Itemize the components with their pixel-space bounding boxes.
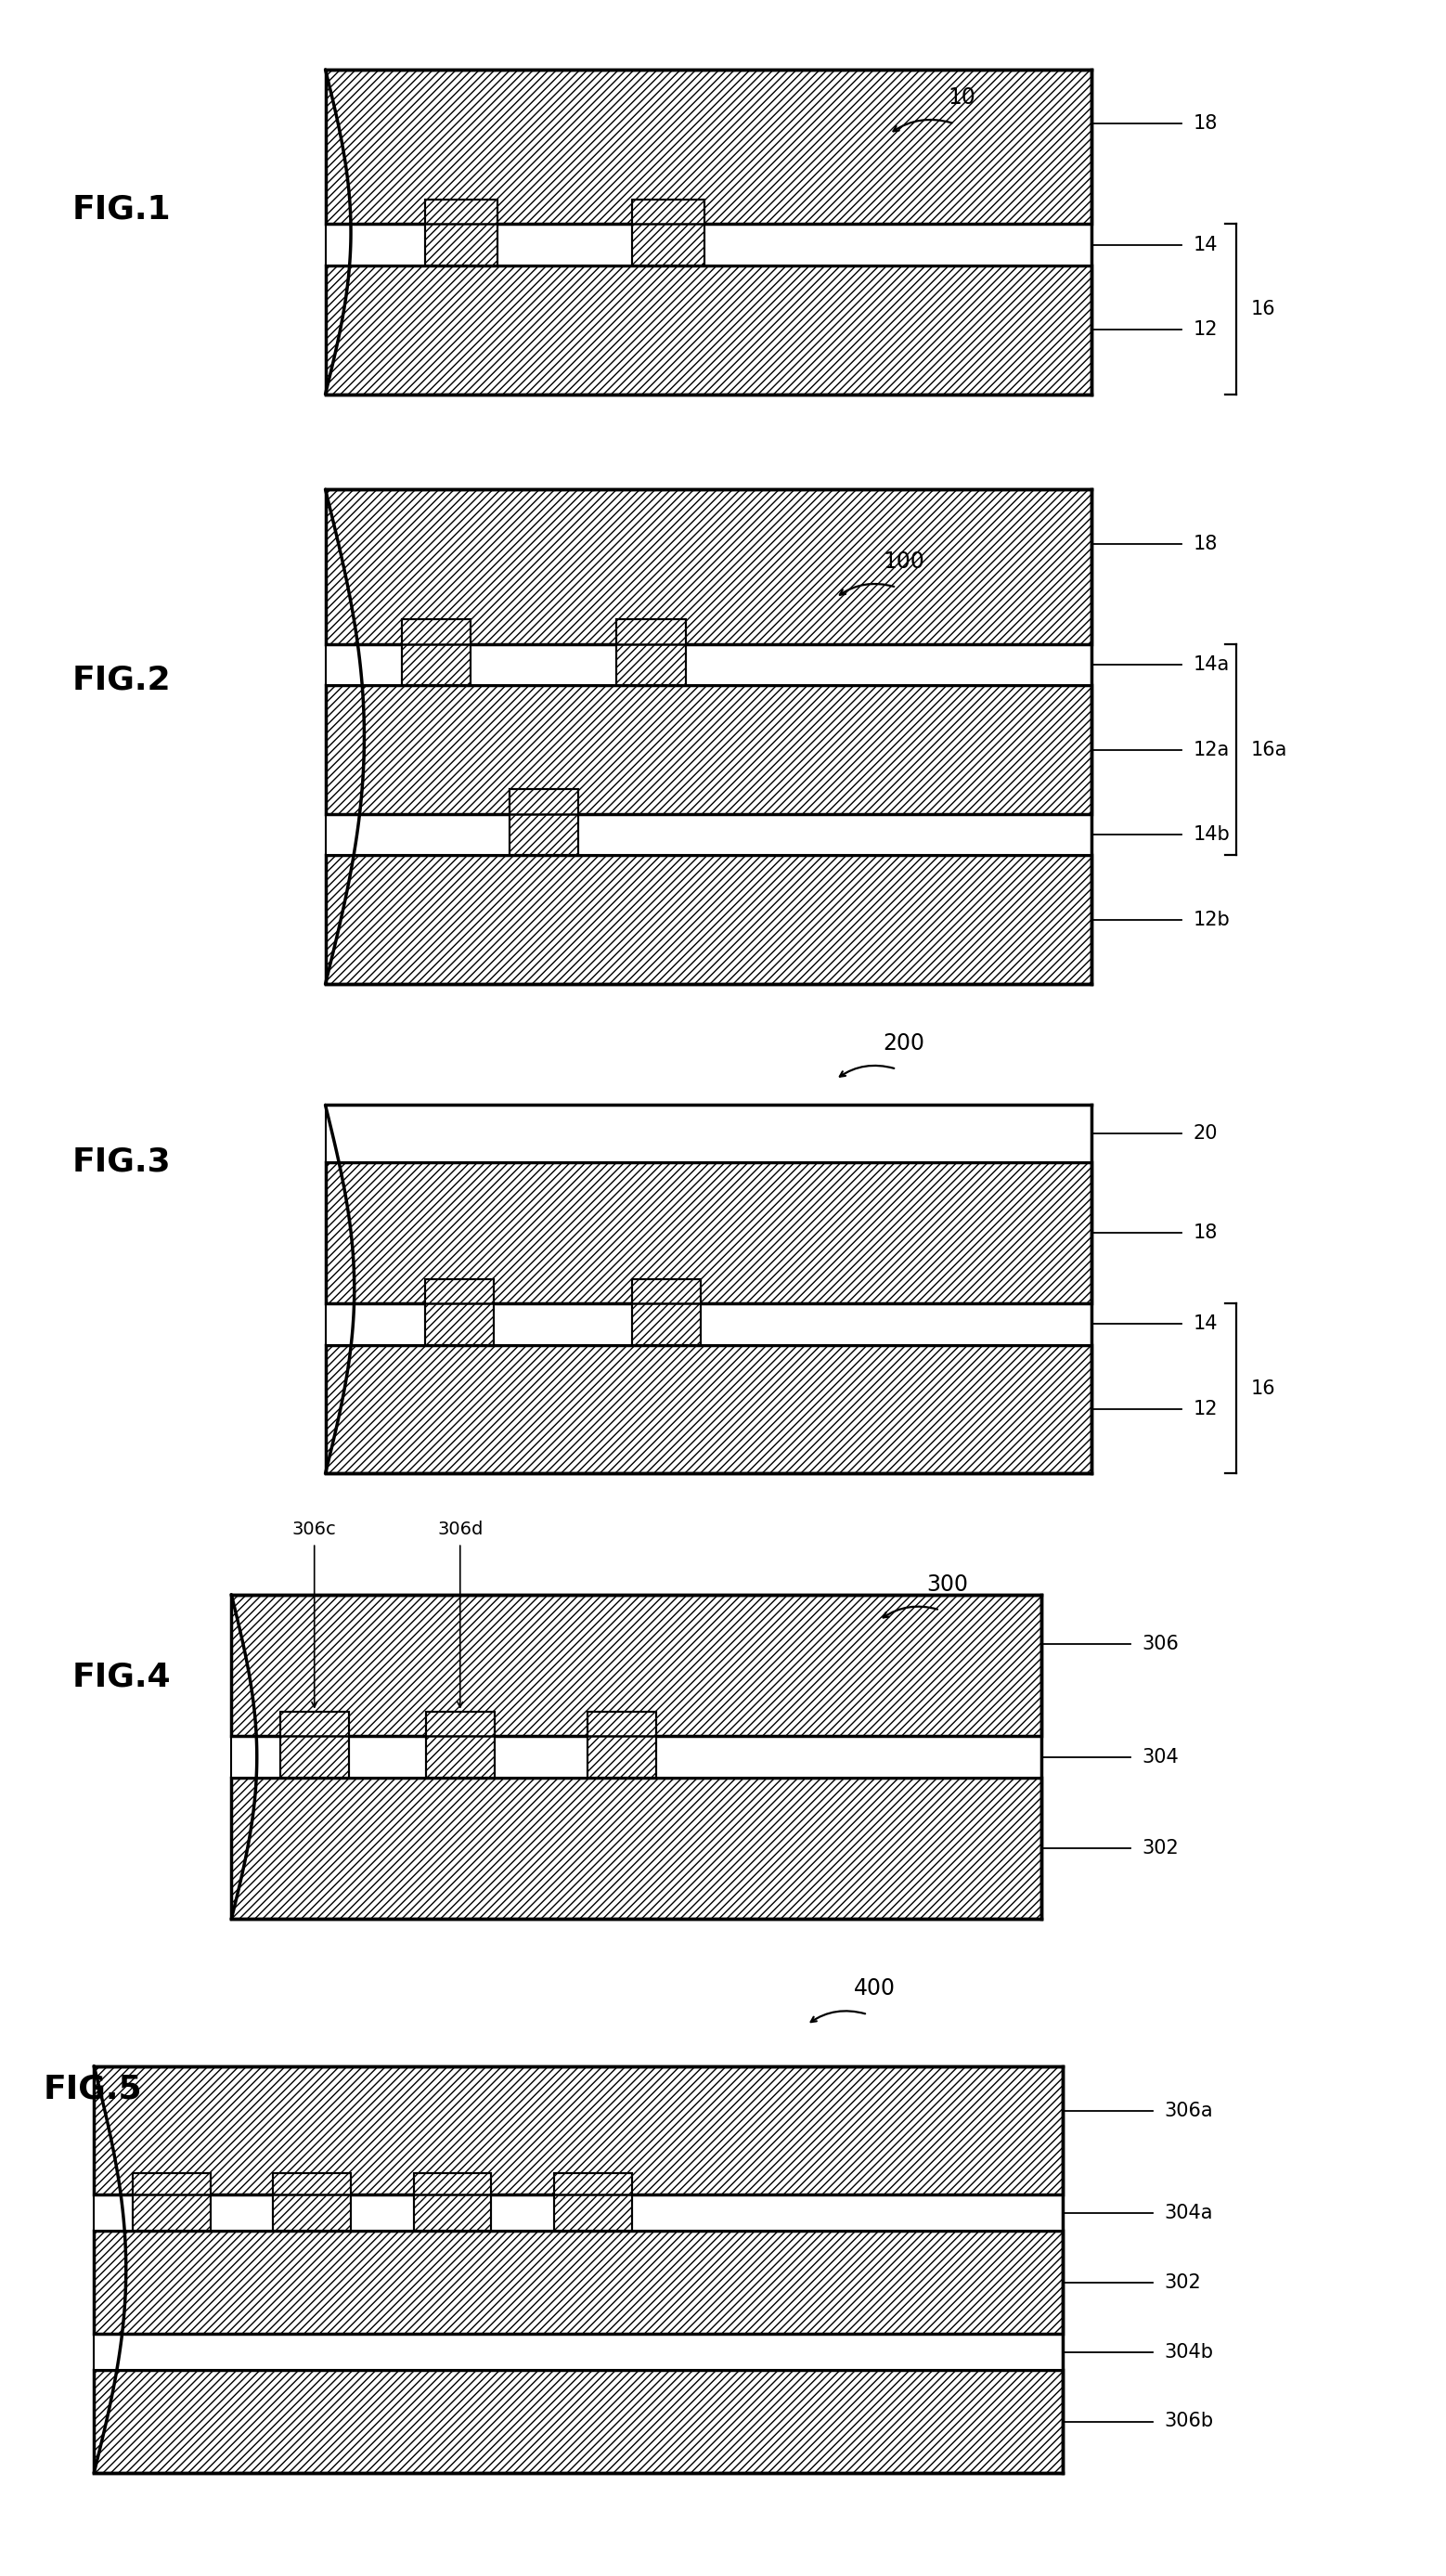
Bar — [273, 2174, 351, 2231]
Bar — [325, 855, 1092, 984]
Bar — [414, 2174, 492, 2231]
Text: 12a: 12a — [1193, 739, 1229, 760]
Bar — [402, 618, 471, 685]
Bar — [616, 618, 685, 685]
Bar — [554, 2174, 632, 2231]
Text: 18: 18 — [1193, 1224, 1218, 1242]
Text: 12b: 12b — [1193, 909, 1231, 930]
Bar — [94, 2334, 1063, 2370]
Text: 306: 306 — [1142, 1636, 1180, 1654]
Text: 306c: 306c — [292, 1520, 337, 1538]
Bar — [425, 1710, 495, 1777]
Bar — [231, 1736, 1041, 1777]
Bar — [425, 1278, 495, 1345]
Text: 300: 300 — [927, 1574, 967, 1595]
Bar — [425, 1710, 495, 1777]
Bar — [616, 618, 685, 685]
Bar — [414, 2174, 492, 2231]
Bar — [133, 2174, 210, 2231]
Bar — [273, 2174, 351, 2231]
Text: 306d: 306d — [437, 1520, 483, 1538]
Bar — [509, 788, 578, 855]
Bar — [325, 265, 1092, 394]
Text: 16a: 16a — [1251, 739, 1287, 760]
Text: 14: 14 — [1193, 1314, 1218, 1334]
Text: FIG.5: FIG.5 — [43, 2074, 142, 2105]
Text: 14: 14 — [1193, 234, 1218, 255]
Text: FIG.2: FIG.2 — [72, 665, 171, 696]
Text: 20: 20 — [1193, 1123, 1218, 1144]
Bar — [509, 788, 578, 855]
Text: 306b: 306b — [1164, 2411, 1213, 2432]
Text: 100: 100 — [884, 551, 924, 572]
Bar — [94, 2195, 1063, 2231]
Bar — [325, 489, 1092, 644]
Bar — [133, 2174, 210, 2231]
Bar — [425, 198, 497, 265]
Bar — [325, 814, 1092, 855]
Text: 18: 18 — [1193, 113, 1218, 134]
Bar — [632, 1278, 701, 1345]
Bar — [632, 1278, 701, 1345]
Bar — [425, 1278, 495, 1345]
Bar — [94, 2066, 1063, 2195]
Text: 304a: 304a — [1164, 2202, 1213, 2223]
Bar — [632, 198, 704, 265]
Bar — [325, 1303, 1092, 1345]
Text: 302: 302 — [1164, 2272, 1202, 2293]
Text: 12: 12 — [1193, 1399, 1218, 1419]
Text: FIG.1: FIG.1 — [72, 193, 171, 224]
Bar — [325, 644, 1092, 685]
Bar — [325, 70, 1092, 224]
Text: 12: 12 — [1193, 319, 1218, 340]
Bar — [231, 1595, 1041, 1736]
Text: FIG.4: FIG.4 — [72, 1662, 171, 1692]
Text: 400: 400 — [855, 1978, 895, 1999]
Bar — [281, 1710, 348, 1777]
Bar — [325, 1162, 1092, 1303]
Bar — [281, 1710, 348, 1777]
Text: 14b: 14b — [1193, 824, 1231, 845]
Bar — [325, 685, 1092, 814]
Text: 18: 18 — [1193, 533, 1218, 554]
Bar — [587, 1710, 656, 1777]
Text: 302: 302 — [1142, 1839, 1180, 1857]
Bar — [325, 224, 1092, 265]
Bar — [632, 198, 704, 265]
Bar — [425, 198, 497, 265]
Bar — [587, 1710, 656, 1777]
Bar — [554, 2174, 632, 2231]
Text: 16: 16 — [1251, 1378, 1275, 1399]
Text: FIG.3: FIG.3 — [72, 1146, 171, 1177]
Text: 306a: 306a — [1164, 2102, 1213, 2120]
Text: 200: 200 — [884, 1033, 924, 1054]
Text: 10: 10 — [947, 88, 976, 108]
Bar — [231, 1777, 1041, 1919]
Text: 14a: 14a — [1193, 654, 1229, 675]
Text: 304: 304 — [1142, 1747, 1180, 1767]
Bar — [325, 1345, 1092, 1473]
Bar — [94, 2370, 1063, 2473]
Text: 16: 16 — [1251, 299, 1275, 319]
Bar — [325, 1105, 1092, 1162]
Text: 304b: 304b — [1164, 2342, 1213, 2362]
Bar — [94, 2231, 1063, 2334]
Bar — [402, 618, 471, 685]
